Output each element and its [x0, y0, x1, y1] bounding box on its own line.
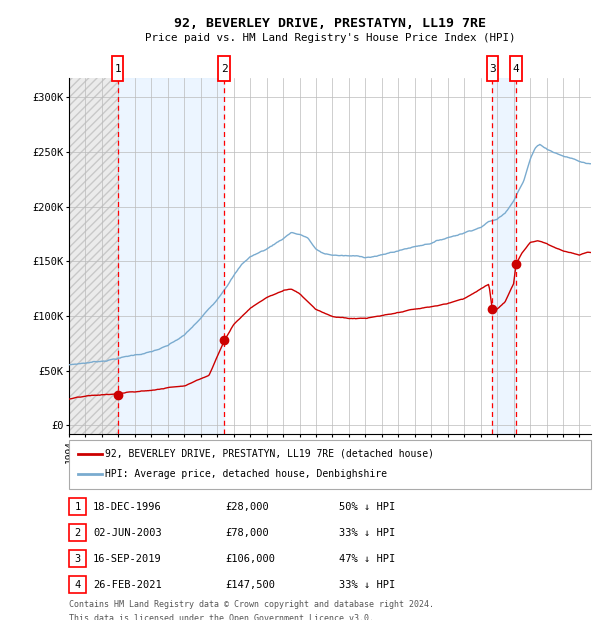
Text: HPI: Average price, detached house, Denbighshire: HPI: Average price, detached house, Denb…: [105, 469, 387, 479]
Text: 4: 4: [513, 64, 520, 74]
Text: £106,000: £106,000: [225, 554, 275, 564]
Bar: [493, 78, 516, 434]
Text: 47% ↓ HPI: 47% ↓ HPI: [339, 554, 395, 564]
Text: Contains HM Land Registry data © Crown copyright and database right 2024.: Contains HM Land Registry data © Crown c…: [69, 600, 434, 609]
Text: 4: 4: [74, 580, 80, 590]
Text: 3: 3: [74, 554, 80, 564]
Text: 50% ↓ HPI: 50% ↓ HPI: [339, 502, 395, 512]
Text: 33% ↓ HPI: 33% ↓ HPI: [339, 580, 395, 590]
FancyBboxPatch shape: [218, 56, 230, 81]
Text: £147,500: £147,500: [225, 580, 275, 590]
Text: 16-SEP-2019: 16-SEP-2019: [93, 554, 162, 564]
Text: £28,000: £28,000: [225, 502, 269, 512]
FancyBboxPatch shape: [112, 56, 124, 81]
Text: Price paid vs. HM Land Registry's House Price Index (HPI): Price paid vs. HM Land Registry's House …: [145, 33, 515, 43]
Text: This data is licensed under the Open Government Licence v3.0.: This data is licensed under the Open Gov…: [69, 614, 374, 620]
Text: 02-JUN-2003: 02-JUN-2003: [93, 528, 162, 538]
Text: 18-DEC-1996: 18-DEC-1996: [93, 502, 162, 512]
Text: 1: 1: [74, 502, 80, 512]
Bar: [118, 78, 224, 434]
Text: 92, BEVERLEY DRIVE, PRESTATYN, LL19 7RE: 92, BEVERLEY DRIVE, PRESTATYN, LL19 7RE: [174, 17, 486, 30]
Text: 33% ↓ HPI: 33% ↓ HPI: [339, 528, 395, 538]
Text: 2: 2: [74, 528, 80, 538]
Text: 26-FEB-2021: 26-FEB-2021: [93, 580, 162, 590]
Bar: [69, 78, 118, 434]
Text: 1: 1: [115, 64, 121, 74]
Text: £78,000: £78,000: [225, 528, 269, 538]
Text: 92, BEVERLEY DRIVE, PRESTATYN, LL19 7RE (detached house): 92, BEVERLEY DRIVE, PRESTATYN, LL19 7RE …: [105, 449, 434, 459]
Bar: [69, 78, 118, 434]
FancyBboxPatch shape: [511, 56, 522, 81]
Text: 2: 2: [221, 64, 227, 74]
FancyBboxPatch shape: [487, 56, 498, 81]
Text: 3: 3: [489, 64, 496, 74]
